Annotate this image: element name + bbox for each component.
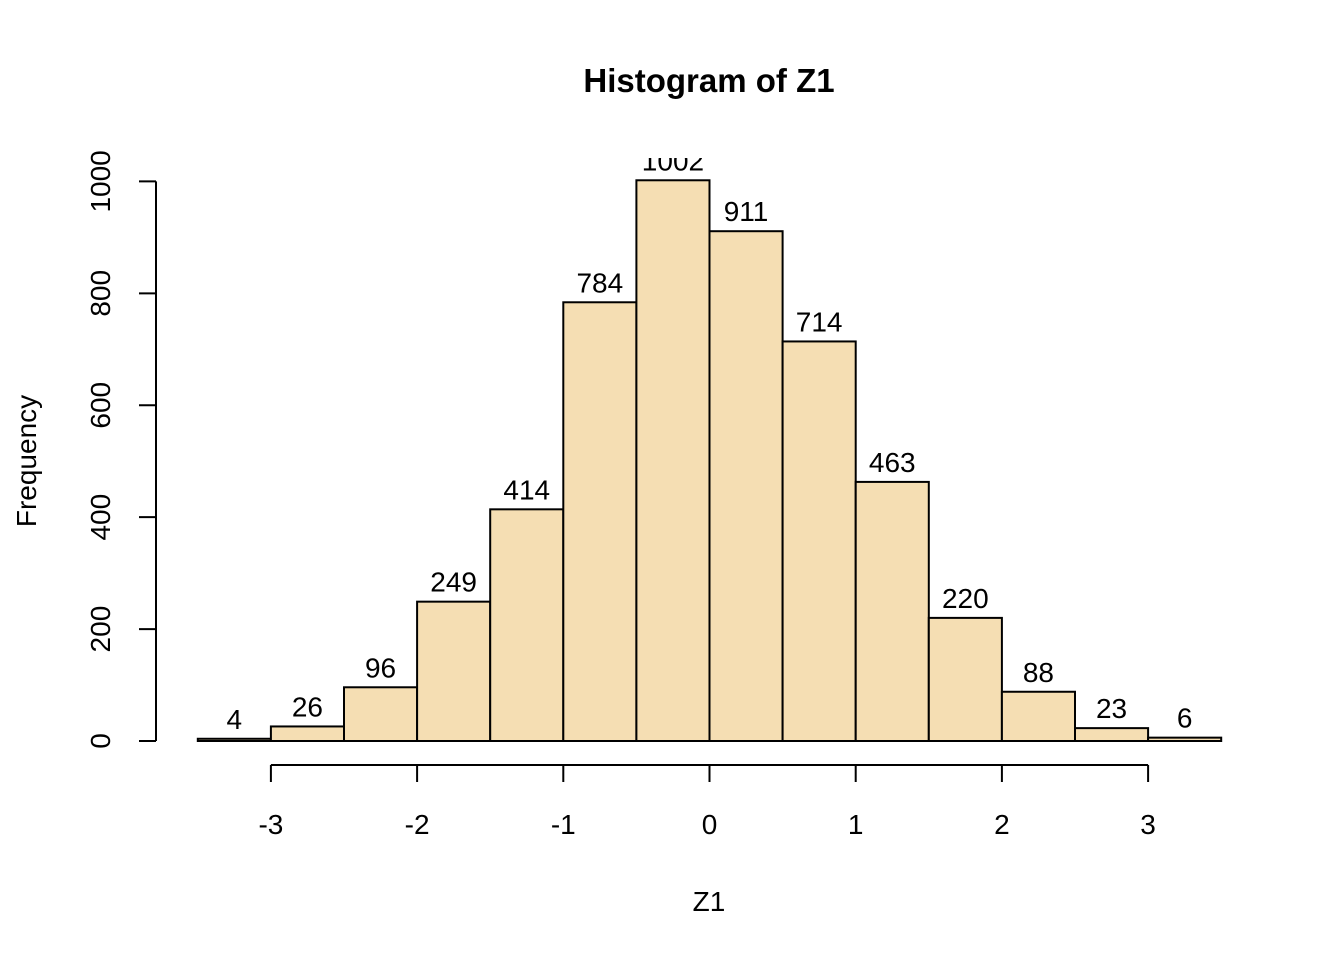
x-tick-label: 0 xyxy=(702,809,718,840)
x-tick-label: -3 xyxy=(258,809,283,840)
histogram-bar xyxy=(781,340,857,742)
y-axis: 0 200 400 600 800 1000 xyxy=(85,150,157,749)
y-tick-label: 800 xyxy=(85,270,116,317)
x-tick-label: -2 xyxy=(405,809,430,840)
histogram-bar xyxy=(1074,727,1150,743)
histogram-bar xyxy=(708,230,784,742)
histogram-bar xyxy=(269,725,345,742)
histogram-bar xyxy=(635,179,711,742)
bar-value-label: 96 xyxy=(365,652,396,683)
histogram-bar xyxy=(196,737,272,742)
histogram-bar xyxy=(1147,736,1223,742)
bar-value-label: 26 xyxy=(292,691,323,722)
histogram-bar xyxy=(927,616,1003,742)
x-tick-label: 3 xyxy=(1140,809,1156,840)
y-tick-label: 400 xyxy=(85,494,116,541)
x-axis: -3 -2 -1 0 1 2 3 xyxy=(258,764,1156,840)
x-tick-label: 2 xyxy=(994,809,1010,840)
y-tick-label: 0 xyxy=(85,733,116,749)
chart-title: Histogram of Z1 xyxy=(583,62,834,99)
bars-group xyxy=(196,179,1223,743)
bar-value-label: 4 xyxy=(227,704,243,735)
data-labels-group: 4 26 96 249 414 784 1002 911 714 463 220 88 23 6 xyxy=(227,145,1193,735)
bar-value-label: 463 xyxy=(869,447,916,478)
y-tick-label: 600 xyxy=(85,382,116,429)
x-axis-label: Z1 xyxy=(693,886,726,917)
histogram-bar xyxy=(343,686,419,742)
bar-value-label: 249 xyxy=(430,567,477,598)
x-tick-label: 1 xyxy=(848,809,864,840)
y-axis-label: Frequency xyxy=(11,395,42,527)
histogram-bar xyxy=(1000,690,1077,742)
bar-value-label: 1002 xyxy=(642,145,704,176)
bar-value-label: 414 xyxy=(503,474,550,505)
histogram-bar xyxy=(489,508,565,742)
x-tick-label: -1 xyxy=(551,809,576,840)
y-tick-label: 1000 xyxy=(85,150,116,212)
histogram-bar xyxy=(416,600,492,742)
bar-value-label: 714 xyxy=(796,306,843,337)
y-tick-label: 200 xyxy=(85,606,116,653)
histogram-bar xyxy=(562,301,638,742)
bar-value-label: 23 xyxy=(1096,693,1127,724)
bar-value-label: 6 xyxy=(1177,703,1193,734)
bar-value-label: 88 xyxy=(1023,657,1054,688)
bar-value-label: 220 xyxy=(942,583,989,614)
bar-value-label: 784 xyxy=(576,267,623,298)
histogram-bar xyxy=(854,480,930,742)
bar-value-label: 911 xyxy=(724,196,769,227)
